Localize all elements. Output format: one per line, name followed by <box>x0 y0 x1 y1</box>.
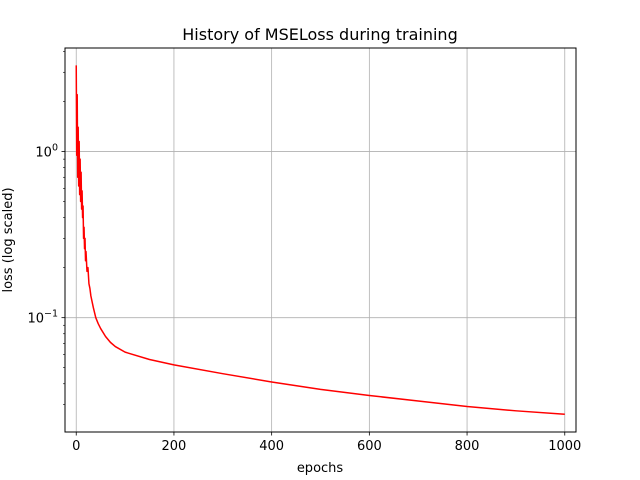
y-tick-label-exponent: 0 <box>52 143 58 154</box>
x-tick-label: 600 <box>357 439 382 454</box>
y-tick-label-exponent: −1 <box>44 309 58 320</box>
series-layer <box>75 65 565 416</box>
y-axis-title: loss (log scaled) <box>1 187 16 292</box>
y-tick-label-base: 10 <box>27 312 44 327</box>
series-line <box>75 65 565 416</box>
x-axis-title: epochs <box>297 461 344 476</box>
x-tick-label: 1000 <box>548 439 581 454</box>
y-tick-label: 100 <box>35 143 58 161</box>
y-tick-label-base: 10 <box>35 146 52 161</box>
x-tick-label: 400 <box>259 439 284 454</box>
y-tick-label: 10−1 <box>27 309 58 327</box>
x-tick-label: 0 <box>72 439 80 454</box>
grid <box>65 48 576 432</box>
plot-frame <box>64 47 577 433</box>
x-tick-label: 800 <box>455 439 480 454</box>
chart-title: History of MSELoss during training <box>182 25 457 44</box>
x-tick-label: 200 <box>162 439 187 454</box>
